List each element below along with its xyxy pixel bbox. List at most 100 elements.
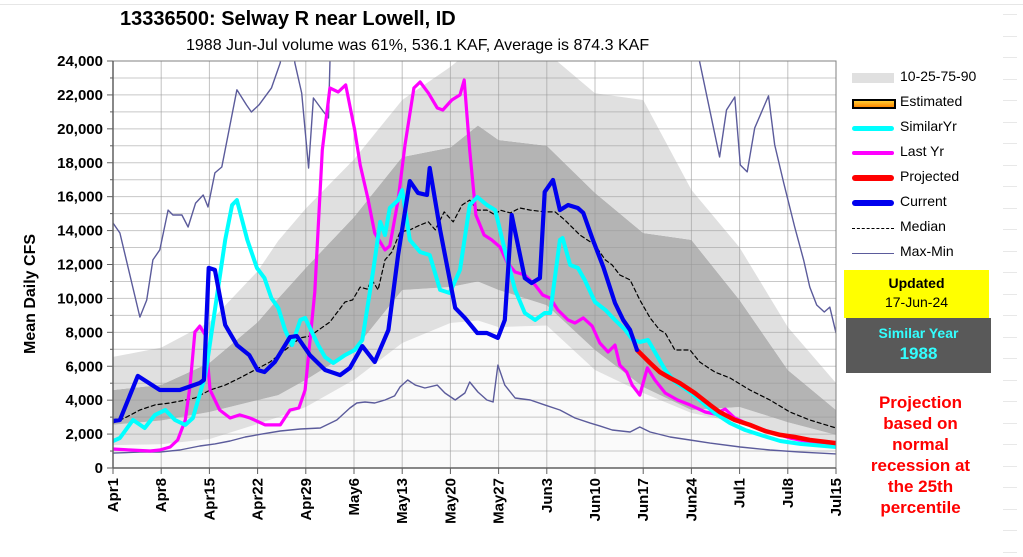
axes: 0 2,000 4,000 6,000 8,000 10,000 12,000 14,000 1…	[57, 53, 845, 524]
y-tick-label: 8,000	[65, 324, 103, 341]
x-tick-label: Apr15	[201, 478, 218, 521]
x-tick-label: Jun3	[539, 478, 556, 513]
band-p75-p90	[113, 61, 836, 411]
sheet-gridline	[1003, 100, 1017, 101]
sheet-gridline	[1003, 530, 1017, 531]
x-tick-label: Jun24	[683, 477, 700, 521]
y-tick-label: 20,000	[57, 121, 103, 138]
y-tick-label: 22,000	[57, 87, 103, 104]
legend-item-maxmin: Max-Min	[846, 241, 996, 266]
legend-item-estimated: Estimated	[846, 91, 996, 116]
y-tick-label: 18,000	[57, 155, 103, 172]
y-tick-label: 10,000	[57, 290, 103, 307]
legend: 10-25-75-90 Estimated SimilarYr Last Yr …	[846, 66, 996, 266]
sheet-gridline	[1003, 423, 1017, 424]
sheet-gridline	[1003, 358, 1017, 359]
x-tick-label: May20	[442, 478, 459, 524]
sheet-gridline	[1003, 57, 1017, 58]
band-p10-p25	[113, 281, 836, 446]
legend-label: 10-25-75-90	[900, 68, 977, 84]
series-layer	[113, 61, 836, 455]
sheet-gridline	[1003, 401, 1017, 402]
legend-item-current: Current	[846, 191, 996, 216]
last-yr-swatch-icon	[852, 151, 894, 155]
sheet-gridline	[1003, 186, 1017, 187]
y-tick-label: 14,000	[57, 223, 103, 240]
similar-swatch-icon	[852, 126, 894, 131]
similar-year-value: 1988	[899, 344, 938, 363]
y-tick-label: 24,000	[57, 53, 103, 70]
chart-subtitle: 1988 Jun-Jul volume was 61%, 536.1 KAF, …	[186, 37, 650, 54]
sheet-gridline	[1003, 466, 1017, 467]
sheet-gridline	[1003, 552, 1017, 553]
band-below-p10	[113, 320, 836, 468]
legend-label: Median	[900, 218, 946, 234]
x-tick-label: Jun10	[587, 478, 604, 521]
legend-label: Estimated	[900, 93, 963, 109]
sheet-gridline	[1003, 337, 1017, 338]
series-line-projected	[634, 347, 836, 446]
sheet-gridline	[1003, 487, 1017, 488]
x-tick-label: Jun17	[635, 478, 652, 521]
maxmin-swatch-icon	[852, 253, 894, 254]
legend-label: Projected	[900, 168, 960, 184]
y-tick-label: 0	[95, 460, 103, 477]
legend-item-similar: SimilarYr	[846, 116, 996, 141]
legend-item-median: Median	[846, 216, 996, 241]
x-tick-label: Apr22	[250, 478, 267, 521]
y-tick-label: 2,000	[65, 426, 103, 443]
x-tick-label: May6	[346, 478, 363, 516]
legend-item-projected: Projected	[846, 166, 996, 191]
sheet-gridline	[1003, 444, 1017, 445]
updated-box: Updated 17-Jun-24	[844, 270, 989, 318]
legend-item-bands: 10-25-75-90	[846, 66, 996, 91]
estimated-swatch-icon	[852, 99, 896, 109]
sheet-gridline	[1003, 294, 1017, 295]
similar-year-box: Similar Year 1988	[846, 318, 991, 373]
legend-label: Current	[900, 193, 947, 209]
chart-title: 13336500: Selway R near Lowell, ID	[120, 8, 456, 30]
legend-label: SimilarYr	[900, 118, 957, 134]
top-border	[0, 0, 1023, 5]
sheet-gridline	[1003, 509, 1017, 510]
legend-label: Last Yr	[900, 143, 945, 159]
x-tick-label: Apr29	[298, 478, 315, 521]
sheet-gridline	[1003, 122, 1017, 123]
x-tick-label: Jul1	[732, 478, 749, 508]
sheet-gridline	[1003, 229, 1017, 230]
sheet-gridline	[1003, 251, 1017, 252]
y-tick-label: 6,000	[65, 358, 103, 375]
projection-note: Projection based on normal recession at …	[870, 393, 971, 517]
y-tick-label: 12,000	[57, 257, 103, 274]
legend-item-last-yr: Last Yr	[846, 141, 996, 166]
series-line-current	[113, 165, 640, 424]
similar-year-label: Similar Year	[878, 325, 959, 341]
band-swatch-icon	[852, 73, 894, 83]
x-tick-label: Apr1	[105, 478, 122, 512]
sheet-gridline	[1003, 165, 1017, 166]
x-tick-label: May13	[394, 478, 411, 524]
x-tick-label: Jul8	[780, 478, 797, 508]
series-line-min	[113, 364, 836, 455]
x-tick-label: May27	[491, 478, 508, 524]
sheet-gridline	[1003, 272, 1017, 273]
y-tick-label: 4,000	[65, 392, 103, 409]
legend-label: Max-Min	[900, 243, 954, 259]
sheet-gridline	[1003, 380, 1017, 381]
sheet-gridline	[1003, 315, 1017, 316]
sheet-gridline	[1003, 79, 1017, 80]
updated-label: Updated	[888, 275, 945, 291]
sheet-gridline	[1003, 36, 1017, 37]
y-tick-label: 16,000	[57, 189, 103, 206]
projected-swatch-icon	[852, 175, 894, 181]
x-tick-label: Jul15	[828, 478, 845, 516]
current-swatch-icon	[852, 200, 894, 206]
median-swatch-icon	[852, 228, 894, 229]
sheet-gridline	[1003, 143, 1017, 144]
series-line-max	[113, 61, 836, 334]
series-line-median	[113, 199, 836, 429]
band-p25-p75	[113, 125, 836, 435]
series-line-similar	[113, 188, 836, 449]
sheet-gridline	[1003, 208, 1017, 209]
